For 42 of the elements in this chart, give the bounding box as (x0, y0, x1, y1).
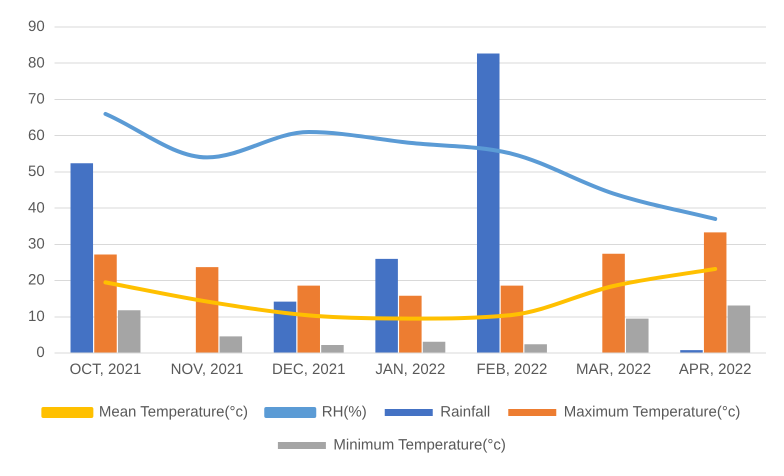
y-tick-label: 80 (28, 54, 45, 72)
y-tick-label: 10 (28, 308, 45, 325)
bar (118, 310, 140, 352)
line-series (103, 266, 718, 321)
legend-label: Minimum Temperature(°c) (333, 436, 506, 454)
bar (728, 306, 750, 352)
bar (220, 336, 242, 352)
bar (70, 163, 94, 352)
legend-label: RH(%) (322, 404, 367, 421)
y-tick-label: 20 (28, 272, 45, 289)
bar (500, 286, 524, 352)
bar (704, 232, 726, 352)
x-tick-label: JAN, 2022 (375, 361, 446, 378)
legend-label: Maximum Temperature(°c) (564, 404, 740, 421)
bar (626, 318, 649, 352)
y-tick-label: 90 (28, 18, 45, 36)
bar (422, 342, 446, 352)
x-tick-label: OCT, 2021 (70, 361, 142, 378)
legend-label: Rainfall (440, 404, 490, 421)
y-tick-label: 30 (28, 235, 45, 252)
y-tick-label: 70 (28, 90, 45, 108)
y-tick-label: 60 (28, 126, 45, 144)
bar (94, 254, 117, 352)
x-tick-label: DEC, 2021 (272, 361, 346, 378)
bar (297, 286, 320, 352)
bar (399, 296, 422, 352)
bar (321, 345, 344, 352)
bar (196, 267, 218, 352)
y-tick-label: 40 (28, 199, 45, 216)
bar (476, 53, 500, 352)
x-tick-label: FEB, 2022 (476, 361, 548, 378)
legend-label: Mean Temperature(°c) (98, 404, 248, 421)
x-tick-label: NOV, 2021 (170, 361, 244, 378)
bar (274, 302, 296, 352)
line-series (103, 112, 718, 221)
x-tick-label: APR, 2022 (678, 361, 752, 378)
bar (375, 258, 398, 352)
x-tick-label: MAR, 2022 (576, 361, 652, 378)
bar (602, 254, 625, 352)
bar (524, 344, 547, 352)
y-tick-label: 50 (28, 163, 45, 180)
y-tick-label: 0 (36, 344, 45, 362)
